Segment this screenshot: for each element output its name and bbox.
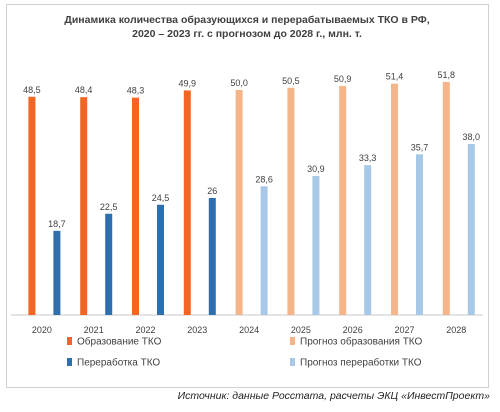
bar-forecast_formation xyxy=(339,85,347,315)
data-label-forecast_processing: 35,7 xyxy=(411,142,429,152)
legend-label-processing: Переработка ТКО xyxy=(77,357,160,369)
legend: Образование ТКО Прогноз образования ТКО Пе… xyxy=(67,336,423,369)
legend-swatch-processing xyxy=(67,358,72,366)
bar-formation xyxy=(28,96,36,315)
plot-area: 2020 2021 2022 2023 2024 2025 2026 2027 2028 48,5… xyxy=(11,70,483,335)
bar-processing xyxy=(53,230,61,315)
legend-label-forecast_processing: Прогноз переработки ТКО xyxy=(300,357,422,369)
legend-label-forecast_formation: Прогноз образования ТКО xyxy=(300,336,423,348)
data-label-formation: 49,9 xyxy=(179,78,197,88)
bar-forecast_processing xyxy=(312,175,320,315)
data-label-processing: 22,5 xyxy=(100,202,118,212)
x-tick-label: 2023 xyxy=(187,325,207,335)
bar-forecast_processing xyxy=(416,154,423,315)
bar-forecast_processing xyxy=(260,186,268,315)
x-tick-label: 2028 xyxy=(446,325,466,335)
data-label-forecast_formation: 50,9 xyxy=(334,74,352,84)
data-label-processing: 26 xyxy=(207,186,217,196)
data-label-forecast_formation: 50,0 xyxy=(230,78,248,88)
bar-forecast_formation xyxy=(287,87,295,315)
bar-forecast_processing xyxy=(364,165,372,315)
bar-formation xyxy=(80,97,88,315)
data-label-formation: 48,5 xyxy=(23,85,41,95)
chart-frame: Динамика количества образующихся и перер… xyxy=(6,4,489,388)
data-label-forecast_processing: 33,3 xyxy=(359,153,377,163)
bar-forecast_formation xyxy=(235,90,243,315)
bar-processing xyxy=(208,198,216,315)
legend-label-formation: Образование ТКО xyxy=(77,336,162,348)
x-tick-label: 2024 xyxy=(239,325,259,335)
data-label-forecast_formation: 51,8 xyxy=(438,70,456,80)
bar-processing xyxy=(105,213,113,315)
x-tick-label: 2022 xyxy=(135,325,155,335)
bar-forecast_processing xyxy=(467,144,475,315)
data-label-forecast_formation: 50,5 xyxy=(282,76,300,86)
legend-swatch-forecast_processing xyxy=(290,358,295,366)
x-tick-label: 2021 xyxy=(84,325,104,335)
data-label-forecast_formation: 51,4 xyxy=(386,72,404,82)
bar-forecast_formation xyxy=(391,83,398,315)
x-tick-label: 2027 xyxy=(394,325,414,335)
data-label-forecast_processing: 30,9 xyxy=(307,164,325,174)
data-label-forecast_processing: 38,0 xyxy=(463,132,481,142)
chart-title-line-1: Динамика количества образующихся и перер… xyxy=(64,14,429,26)
bar-forecast_formation xyxy=(442,81,450,316)
chart-svg: Динамика количества образующихся и перер… xyxy=(11,14,483,369)
data-label-formation: 48,4 xyxy=(75,85,93,95)
data-label-formation: 48,3 xyxy=(127,86,145,96)
data-label-processing: 24,5 xyxy=(152,193,170,203)
bar-formation xyxy=(132,97,139,316)
legend-swatch-formation xyxy=(67,337,72,345)
legend-swatch-forecast_formation xyxy=(290,337,295,345)
data-label-forecast_processing: 28,6 xyxy=(255,174,273,184)
x-tick-label: 2020 xyxy=(32,325,52,335)
data-label-processing: 18,7 xyxy=(48,219,66,229)
chart-title-line-2: 2020 – 2023 гг. с прогнозом до 2028 г., … xyxy=(132,28,362,40)
bar-formation xyxy=(183,90,191,315)
x-tick-label: 2026 xyxy=(343,325,363,335)
source-note: Источник: данные Росстата, расчеты ЭКЦ «… xyxy=(177,390,490,402)
bar-processing xyxy=(157,204,164,315)
x-tick-label: 2025 xyxy=(291,325,311,335)
